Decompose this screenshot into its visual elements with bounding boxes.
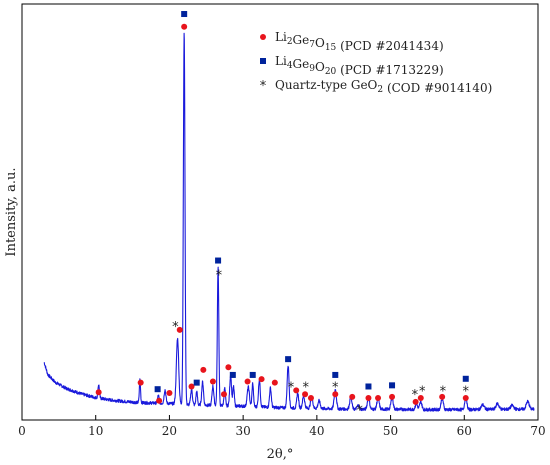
plot-frame <box>21 3 539 421</box>
marker-quartz: * <box>412 388 419 403</box>
marker-li2ge7o15 <box>176 326 183 333</box>
x-tick-label: 60 <box>457 424 472 438</box>
marker-li2ge7o15 <box>156 397 163 404</box>
marker-li2ge7o15 <box>244 378 251 385</box>
marker-li4ge9o20 <box>332 371 339 378</box>
marker-quartz: * <box>440 384 447 399</box>
x-tick-label: 40 <box>309 424 324 438</box>
legend-marker-li4ge9o20 <box>260 58 266 64</box>
marker-li4ge9o20 <box>249 371 256 378</box>
marker-li2ge7o15 <box>166 390 173 397</box>
marker-li2ge7o15 <box>209 378 216 385</box>
legend-label-li4ge9o20: Li4Ge9O20 (PCD #1713229) <box>275 54 444 77</box>
plot-area <box>21 3 539 421</box>
phase-markers: *** * *** * * * <box>95 11 470 419</box>
marker-li2ge7o15 <box>307 395 314 402</box>
x-ticks <box>21 415 539 420</box>
x-tick-labels: 0 10 20 30 40 50 60 70 <box>18 424 545 438</box>
marker-quartz: * <box>356 404 363 419</box>
marker-li4ge9o20 <box>285 356 292 363</box>
marker-li2ge7o15 <box>220 391 227 398</box>
marker-li2ge7o15 <box>412 398 419 405</box>
marker-li2ge7o15 <box>200 366 207 373</box>
marker-li2ge7o15 <box>349 393 356 400</box>
marker-li2ge7o15 <box>462 395 469 402</box>
marker-li2ge7o15 <box>439 393 446 400</box>
marker-li2ge7o15 <box>332 391 339 398</box>
x-tick-label: 10 <box>88 424 103 438</box>
marker-li2ge7o15 <box>375 395 382 402</box>
marker-li4ge9o20 <box>389 382 396 389</box>
marker-li2ge7o15 <box>365 395 372 402</box>
marker-quartz: * <box>303 380 310 395</box>
legend-marker-quartz: * <box>260 79 267 94</box>
x-tick-label: 70 <box>530 424 545 438</box>
marker-li4ge9o20 <box>154 386 161 393</box>
marker-li2ge7o15 <box>417 395 424 402</box>
marker-quartz: * <box>332 380 339 395</box>
marker-li2ge7o15 <box>389 393 396 400</box>
marker-quartz: * <box>288 380 295 395</box>
x-tick-label: 20 <box>162 424 177 438</box>
marker-li2ge7o15 <box>258 376 265 383</box>
legend-marker-li2ge7o15 <box>260 34 266 40</box>
marker-li4ge9o20 <box>215 257 222 264</box>
marker-li4ge9o20 <box>229 371 236 378</box>
marker-quartz: * <box>463 384 470 399</box>
x-axis-label: 2θ,° <box>267 447 294 462</box>
marker-li4ge9o20 <box>193 379 200 386</box>
marker-quartz: * <box>419 384 426 399</box>
marker-li2ge7o15 <box>181 23 188 30</box>
marker-li4ge9o20 <box>365 383 372 390</box>
x-tick-label: 0 <box>18 424 26 438</box>
legend: Li2Ge7O15 (PCD #2041434)Li4Ge9O20 (PCD #… <box>260 30 493 95</box>
marker-li4ge9o20 <box>462 375 469 382</box>
legend-label-quartz: Quartz-type GeO2 (COD #9014140) <box>275 78 492 95</box>
marker-quartz: * <box>172 320 179 335</box>
marker-li2ge7o15 <box>293 387 300 394</box>
x-tick-label: 30 <box>236 424 251 438</box>
marker-li2ge7o15 <box>137 379 144 386</box>
marker-li2ge7o15 <box>302 391 309 398</box>
y-axis-label: Intensity, a.u. <box>4 167 19 256</box>
marker-li2ge7o15 <box>188 383 195 390</box>
marker-li2ge7o15 <box>271 379 278 386</box>
marker-quartz: * <box>216 268 223 283</box>
legend-label-li2ge7o15: Li2Ge7O15 (PCD #2041434) <box>275 30 444 53</box>
marker-li4ge9o20 <box>181 11 188 18</box>
marker-li2ge7o15 <box>225 364 232 371</box>
marker-li2ge7o15 <box>95 389 102 396</box>
x-tick-label: 50 <box>383 424 398 438</box>
xrd-curve <box>43 32 535 412</box>
